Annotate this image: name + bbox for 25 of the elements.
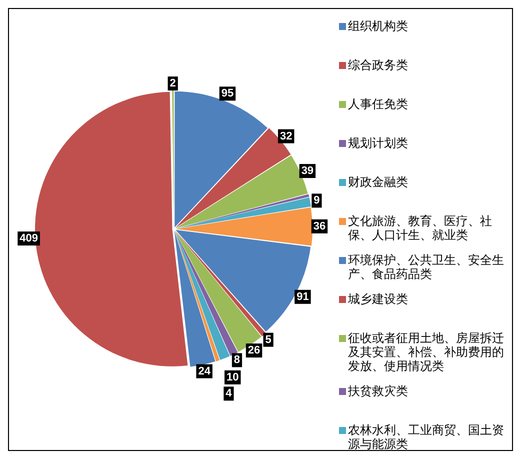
legend-label: 环境保护、公共卫生、安全生产、食品药品类 (348, 253, 505, 281)
data-label: 24 (198, 365, 212, 378)
data-label: 409 (20, 232, 38, 245)
legend-label: 综合政务类 (348, 58, 408, 72)
legend-label: 组织机构类 (348, 19, 408, 33)
data-label: 9 (314, 194, 320, 207)
legend-label: 城乡建设类 (348, 292, 408, 306)
data-label: 5 (265, 334, 272, 346)
legend-label: 征收或者征用土地、房屋拆迁及其安置、补偿、补助费用的发放、使用情况类 (348, 331, 505, 373)
legend-label: 人事任免类 (348, 97, 408, 111)
data-label: 32 (280, 130, 292, 142)
legend-label: 文化旅游、教育、医疗、社保、人口计生、就业类 (348, 214, 493, 242)
legend-label: 扶贫救灾类 (348, 384, 408, 398)
data-label: 26 (248, 344, 260, 357)
data-label: 36 (313, 220, 326, 232)
data-label: 10 (226, 371, 239, 384)
data-label: 8 (234, 354, 240, 366)
data-label: 95 (221, 88, 234, 100)
data-label: 39 (301, 165, 314, 178)
data-label: 4 (226, 388, 233, 400)
legend-label: 财政金融类 (348, 175, 408, 189)
data-label: 2 (170, 78, 176, 90)
legend-label: 规划计划类 (348, 136, 408, 150)
legend-label: 农林水利、工业商贸、国土资源与能源类 (348, 423, 505, 451)
data-label: 91 (296, 290, 309, 303)
